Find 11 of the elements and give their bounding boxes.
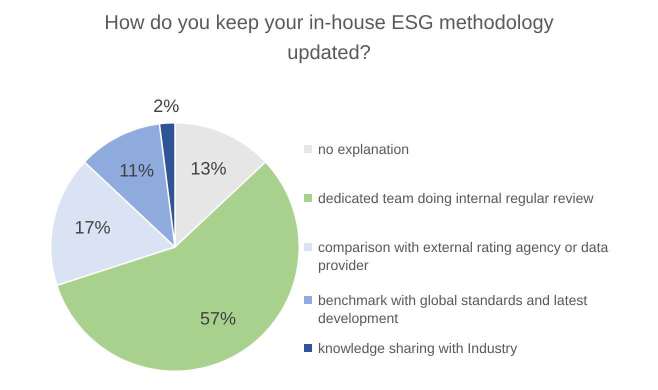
chart-title: How do you keep your in-house ESG methodology updated? [103, 11, 555, 66]
legend-label: benchmark with global standards and latest development [318, 291, 588, 327]
data-label: 13% [190, 158, 227, 178]
data-label: 57% [200, 308, 236, 329]
data-label: 2% [153, 96, 180, 116]
data-label: 17% [74, 218, 111, 238]
legend-label: no explanation [318, 140, 410, 158]
data-label: 11% [119, 160, 154, 181]
legend-label: comparison with external rating agency or data provider [318, 238, 610, 274]
legend-label: knowledge sharing with Industry [318, 339, 518, 357]
legend-label: dedicated team doing internal regular review [318, 189, 594, 207]
